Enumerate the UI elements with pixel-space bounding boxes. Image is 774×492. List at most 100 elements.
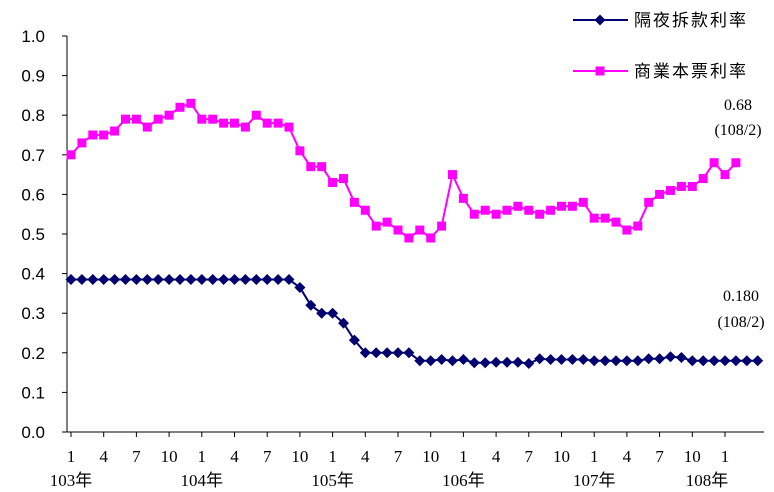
x-tick-label: 7 [263,447,272,466]
data-point [250,274,262,286]
data-point [174,274,186,286]
x-tick-label: 4 [230,447,239,466]
data-point [360,205,370,215]
data-point [468,357,480,369]
data-point [633,221,643,231]
series-cp-rate [66,98,741,243]
data-point [414,355,426,367]
data-point [719,355,731,367]
data-point [109,274,121,286]
data-point [599,355,611,367]
data-point [578,197,588,207]
x-tick-label: 1 [721,447,730,466]
data-point [600,213,610,223]
data-point [218,274,230,286]
annotation-overnight-period: (108/2) [717,314,764,331]
data-point [142,122,152,132]
data-point [545,354,557,366]
data-point [382,217,392,227]
data-point [110,126,120,136]
data-point [197,114,207,124]
data-point [666,185,675,195]
y-axis: 0.0 0.1 0.2 0.3 0.4 0.5 0.6 0.7 0.8 0.9 1.0 [21,27,68,442]
data-point [491,209,501,219]
y-tick-label: 0.7 [21,146,45,165]
data-point [524,205,534,215]
data-point [272,274,284,286]
data-point [437,221,447,231]
data-point [130,274,142,286]
data-point [676,181,686,191]
data-point [557,201,566,211]
x-tick-label: 1 [198,447,207,466]
x-tick-label: 4 [99,447,108,466]
data-point [512,356,524,368]
data-point [131,114,141,124]
data-point [720,170,730,180]
data-point [534,353,546,365]
data-point [88,130,98,140]
data-point [371,221,381,231]
series-overnight-rate [65,274,764,369]
y-tick-label: 0.8 [21,106,45,125]
data-point [535,209,545,219]
legend-marker-overnight [594,14,606,26]
data-point [87,274,99,286]
data-point [566,354,578,366]
data-point [273,118,283,128]
data-point [305,299,317,311]
data-point [589,213,599,223]
x-tick-label: 7 [525,447,534,466]
data-point [141,274,153,286]
data-point [328,178,338,188]
data-point [175,102,185,112]
data-point [348,334,360,346]
x-tick-label: 1 [459,447,468,466]
data-point [404,233,414,243]
legend-label-cp: 商業本票利率 [634,62,748,82]
x-tick-label: 10 [291,447,308,466]
data-point [448,170,457,180]
x-year-label: 106年 [442,471,485,490]
x-tick-label: 4 [623,447,632,466]
data-point [708,355,720,367]
x-axis: 1 4 7 10 1 4 7 10 1 4 7 10 1 4 7 10 1 4 7 10 1 103年 104年 105年 10… [50,431,764,490]
x-tick-label: 10 [553,447,570,466]
data-point [262,118,272,128]
data-point [207,274,219,286]
data-point [546,205,556,215]
data-point [66,150,76,160]
data-point [687,181,697,191]
data-point [196,274,208,286]
data-point [77,138,87,148]
data-point [523,357,535,369]
data-point [632,355,644,367]
data-point [752,355,764,367]
data-point [284,122,294,132]
data-point [426,233,436,243]
data-point [654,353,666,365]
data-point [316,307,328,319]
data-point [121,114,130,124]
x-tick-label: 10 [161,447,178,466]
data-point [698,174,708,184]
series-lines [65,98,764,369]
x-tick-label: 10 [684,447,701,466]
data-point [381,347,393,359]
data-point [393,225,403,235]
legend: 隔夜拆款利率 商業本票利率 [573,11,748,82]
legend-marker-shape [594,14,606,26]
data-point [240,122,250,132]
data-point [295,146,305,156]
annotation-cp-value: 0.68 [724,97,752,114]
y-tick-label: 0.0 [21,423,45,442]
data-point [665,351,676,363]
legend-marker-shape [595,66,605,76]
data-point [457,354,469,366]
x-tick-label: 4 [492,447,501,466]
data-point [469,209,479,219]
x-tick-label: 4 [361,447,370,466]
data-point [610,355,622,367]
data-point [229,274,240,286]
data-point [588,355,600,367]
